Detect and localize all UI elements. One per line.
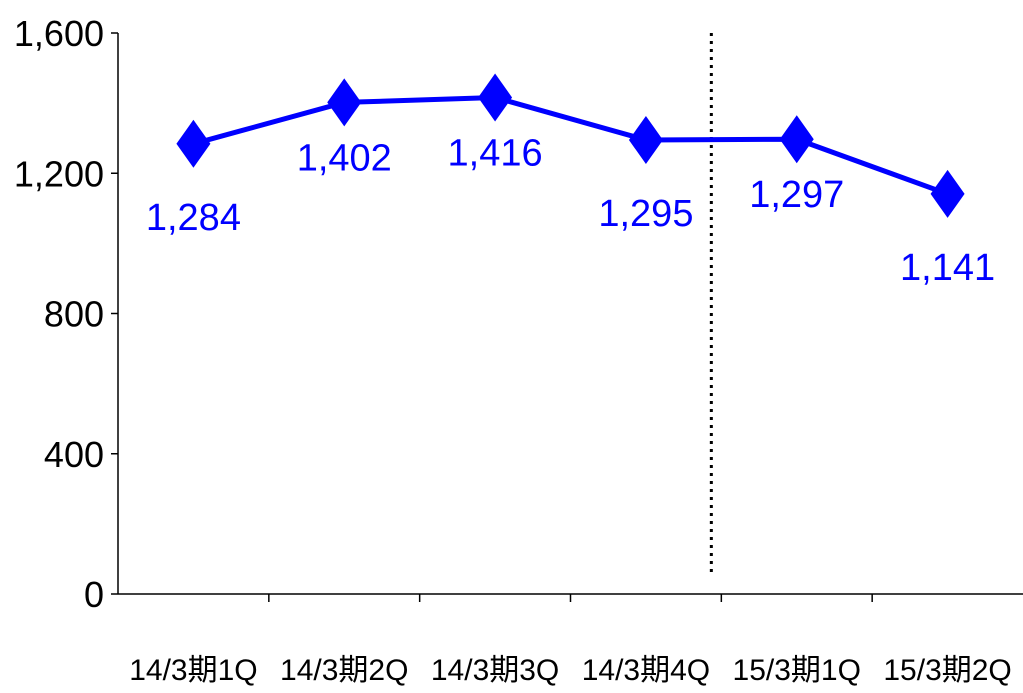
- x-tick-label: 15/3期1Q: [733, 654, 861, 687]
- x-tick-label: 14/3期2Q: [280, 654, 408, 687]
- labels-group: 1,284 1,402 1,416 1,295 1,297 1,141: [146, 133, 995, 289]
- y-tick-label: 800: [44, 294, 104, 335]
- data-label: 1,295: [598, 193, 693, 235]
- data-point-marker: [478, 73, 513, 122]
- data-point-marker: [176, 119, 211, 168]
- series-group: [176, 73, 965, 218]
- data-label: 1,416: [448, 133, 543, 175]
- x-tick-label: 14/3期3Q: [431, 654, 559, 687]
- x-tick-label: 15/3期2Q: [883, 654, 1011, 687]
- data-point-marker: [779, 115, 814, 164]
- data-point-marker: [930, 169, 965, 218]
- series-line: [192, 95, 949, 197]
- axes: 0 400 800 1,200 1,600 14/3期1Q 14/3期2Q 14/3期3Q 14…: [14, 13, 1023, 687]
- y-tick-label: 0: [84, 574, 104, 615]
- data-point-marker: [628, 115, 663, 164]
- data-label: 1,297: [749, 174, 844, 216]
- data-label: 1,284: [146, 197, 241, 239]
- y-tick-label: 1,200: [14, 153, 104, 194]
- y-tick-label: 400: [44, 434, 104, 475]
- data-label: 1,402: [297, 137, 392, 179]
- data-point-marker: [327, 78, 362, 127]
- data-label: 1,141: [900, 247, 995, 289]
- x-tick-label: 14/3期4Q: [582, 654, 710, 687]
- y-tick-label: 1,600: [14, 13, 104, 54]
- x-tick-label: 14/3期1Q: [129, 654, 257, 687]
